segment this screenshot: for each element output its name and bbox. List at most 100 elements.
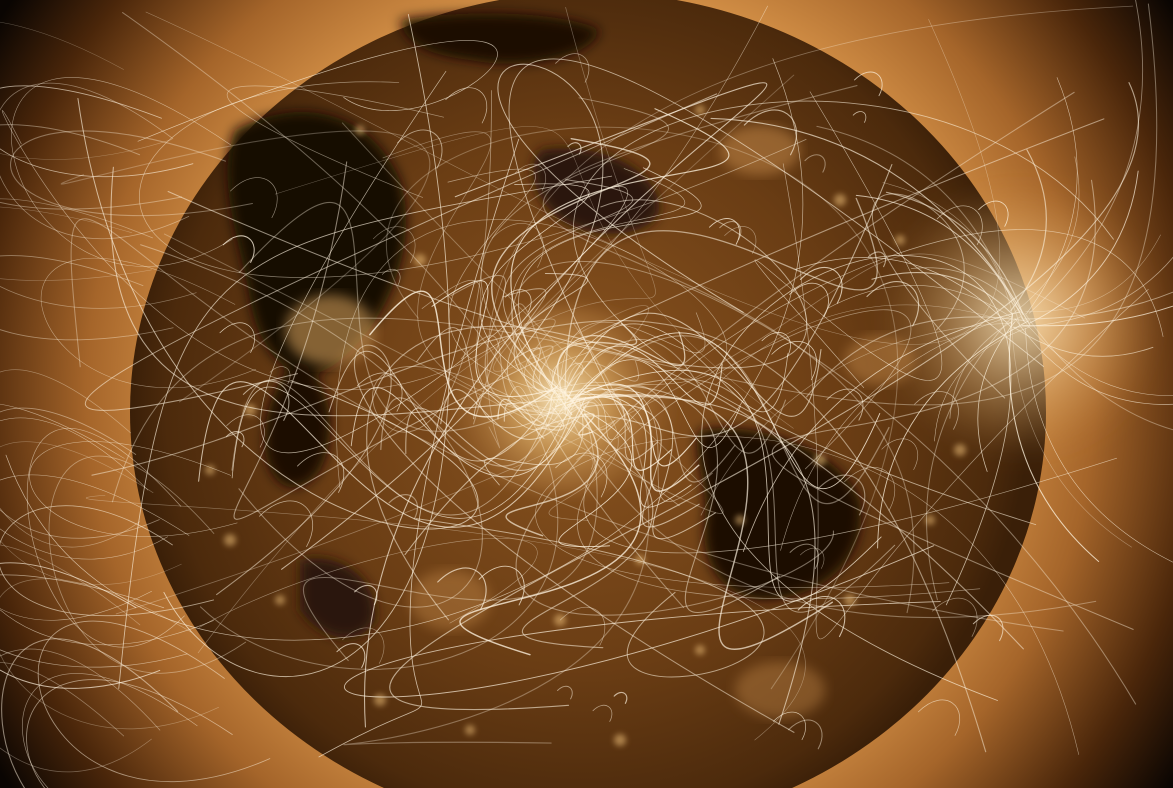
field-line: [1026, 77, 1078, 315]
field-line: [480, 97, 669, 412]
field-line: [1, 638, 179, 788]
field-line: [342, 627, 385, 664]
field-line: [743, 109, 797, 156]
field-line: [569, 362, 584, 375]
field-line: [568, 384, 736, 483]
field-line: [372, 90, 680, 507]
field-line: [761, 332, 791, 358]
field-line: [771, 341, 817, 381]
field-line: [567, 345, 723, 406]
field-line: [0, 124, 183, 210]
field-line: [587, 388, 716, 540]
field-line: [782, 163, 1149, 640]
field-line: [0, 662, 125, 737]
field-line: [559, 312, 706, 393]
field-line: [382, 131, 560, 411]
field-line: [535, 435, 1080, 755]
field-line: [557, 685, 573, 700]
field-line: [372, 226, 416, 263]
field-line: [797, 596, 846, 638]
field-line: [789, 543, 820, 570]
field-line: [473, 392, 570, 431]
field-line: [780, 315, 1013, 551]
field-line: [978, 200, 1009, 227]
field-line: [972, 614, 1004, 642]
field-line: [497, 396, 553, 426]
field-line: [421, 279, 581, 411]
field-line: [1011, 311, 1132, 548]
field-line: [233, 118, 1105, 520]
field-line: [0, 22, 173, 160]
field-line: [484, 399, 584, 486]
field-line: [551, 323, 789, 413]
field-line: [789, 282, 829, 318]
field-line: [882, 182, 1013, 314]
field-line: [397, 129, 443, 169]
field-line: [140, 244, 483, 608]
field-line: [977, 321, 1016, 472]
field-line: [555, 53, 590, 83]
field-line: [854, 71, 883, 97]
field-line: [216, 344, 795, 733]
field-line: [794, 257, 1011, 327]
field-line: [592, 704, 613, 722]
field-line: [552, 344, 590, 394]
field-line: [388, 494, 419, 520]
field-line: [578, 413, 595, 436]
field-line: [569, 383, 697, 467]
field-line: [1025, 234, 1161, 312]
field-line: [70, 218, 1064, 632]
field-line: [416, 327, 557, 429]
field-line: [914, 391, 959, 430]
field-line: [281, 63, 744, 570]
field-line: [936, 205, 983, 246]
field-line: [1008, 313, 1100, 562]
field-line: [871, 272, 1013, 315]
field-line: [459, 413, 642, 656]
field-line: [773, 711, 806, 741]
field-line: [502, 179, 634, 387]
field-line: [932, 598, 978, 637]
field-line: [230, 177, 278, 219]
field-line: [163, 13, 450, 677]
field-line: [800, 547, 825, 569]
field-line: [445, 87, 488, 124]
field-line: [877, 320, 1029, 549]
field-line: [576, 454, 594, 470]
field-line: [568, 387, 658, 461]
field-line: [60, 130, 431, 403]
field-line: [0, 369, 141, 548]
field-line: [0, 255, 174, 341]
field-line: [949, 316, 1021, 419]
field-line: [507, 386, 562, 417]
field-line: [381, 269, 401, 285]
field-line: [380, 391, 562, 467]
field-line: [566, 393, 700, 492]
field-line: [559, 607, 606, 646]
field-line: [145, 11, 1000, 345]
field-line: [754, 91, 943, 388]
field-line: [826, 388, 864, 421]
field-line: [219, 322, 255, 353]
field-line: [0, 574, 188, 668]
field-line: [366, 325, 1024, 650]
field-line: [1019, 315, 1173, 396]
field-line: [197, 7, 656, 654]
field-line: [0, 198, 197, 309]
field-line: [817, 474, 866, 516]
field-line: [226, 414, 265, 448]
field-line: [0, 82, 190, 239]
field-line: [0, 544, 152, 773]
field-line: [926, 316, 1013, 601]
field-line: [356, 372, 403, 412]
field-line: [844, 467, 895, 511]
field-line: [163, 122, 724, 514]
field-line: [369, 290, 558, 418]
field-line: [804, 154, 826, 173]
field-line: [567, 338, 787, 454]
field-line: [111, 3, 1158, 503]
field-line: [460, 335, 574, 416]
field-line: [354, 584, 378, 606]
